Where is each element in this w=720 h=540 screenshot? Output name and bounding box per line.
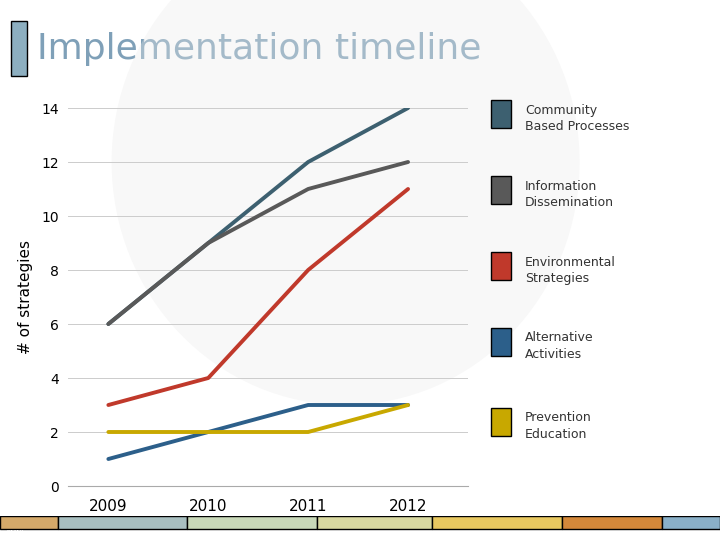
FancyBboxPatch shape <box>0 516 58 529</box>
FancyBboxPatch shape <box>490 177 511 204</box>
Text: Prevention: Prevention <box>525 411 592 424</box>
Text: Community: Community <box>525 104 598 117</box>
FancyBboxPatch shape <box>490 252 511 280</box>
Text: Information: Information <box>525 180 598 193</box>
Text: OMNI: OMNI <box>6 530 24 536</box>
Ellipse shape <box>112 0 580 405</box>
FancyBboxPatch shape <box>58 516 187 529</box>
FancyBboxPatch shape <box>317 516 432 529</box>
Y-axis label: # of strategies: # of strategies <box>18 240 32 354</box>
FancyBboxPatch shape <box>562 516 662 529</box>
Text: Implementation timeline: Implementation timeline <box>37 32 482 65</box>
Text: Strategies: Strategies <box>525 272 589 285</box>
FancyBboxPatch shape <box>490 408 511 436</box>
Text: Education: Education <box>525 428 588 441</box>
FancyBboxPatch shape <box>490 328 511 356</box>
Text: Dissemination: Dissemination <box>525 197 614 210</box>
FancyBboxPatch shape <box>662 516 720 529</box>
FancyBboxPatch shape <box>432 516 562 529</box>
Text: Based Processes: Based Processes <box>525 120 629 133</box>
FancyBboxPatch shape <box>490 100 511 129</box>
FancyBboxPatch shape <box>187 516 317 529</box>
Text: Environmental: Environmental <box>525 255 616 268</box>
Text: Alternative: Alternative <box>525 332 594 345</box>
FancyBboxPatch shape <box>11 22 27 76</box>
Text: Activities: Activities <box>525 348 582 361</box>
